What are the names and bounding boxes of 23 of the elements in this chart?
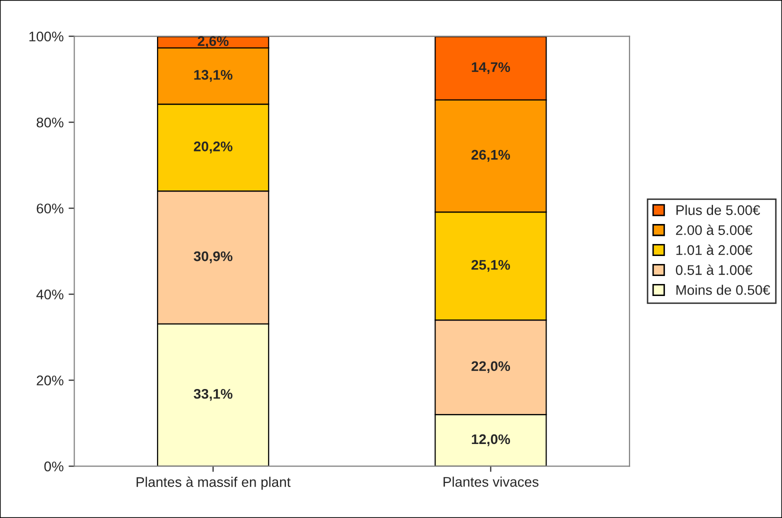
data-label: 20,2%	[194, 142, 232, 154]
data-label: 14,7%	[472, 62, 510, 74]
data-label: 25,1%	[471, 260, 510, 272]
data-label: 12,0%	[472, 434, 510, 446]
legend-label: 1.01 à 2.00€	[676, 244, 752, 255]
x-tick-label: Plantes à massif en plant	[136, 476, 291, 490]
data-label: 13,1%	[194, 70, 232, 82]
y-tick-label: 40%	[36, 290, 64, 300]
y-tick-label: 0%	[44, 462, 64, 472]
data-label: 33,1%	[194, 388, 232, 401]
data-label: 22,0%	[471, 361, 510, 374]
data-label: 26,1%	[471, 150, 510, 162]
y-tick-label: 20%	[36, 376, 64, 386]
legend-label: 0.51 à 1.00€	[676, 264, 752, 275]
y-tick-label: 100%	[29, 32, 64, 42]
legend-label: Plus de 5.00€	[676, 204, 760, 216]
data-label: 2,6%	[198, 36, 229, 48]
x-tick-label: Plantes vivaces	[444, 476, 538, 487]
legend-label: Moins de 0.50€	[676, 284, 770, 295]
y-tick-label: 80%	[36, 118, 64, 128]
legend-label: 2.00 à 5.00€	[676, 224, 752, 236]
data-label: 30,9%	[194, 251, 232, 264]
y-tick-label: 60%	[36, 204, 64, 214]
